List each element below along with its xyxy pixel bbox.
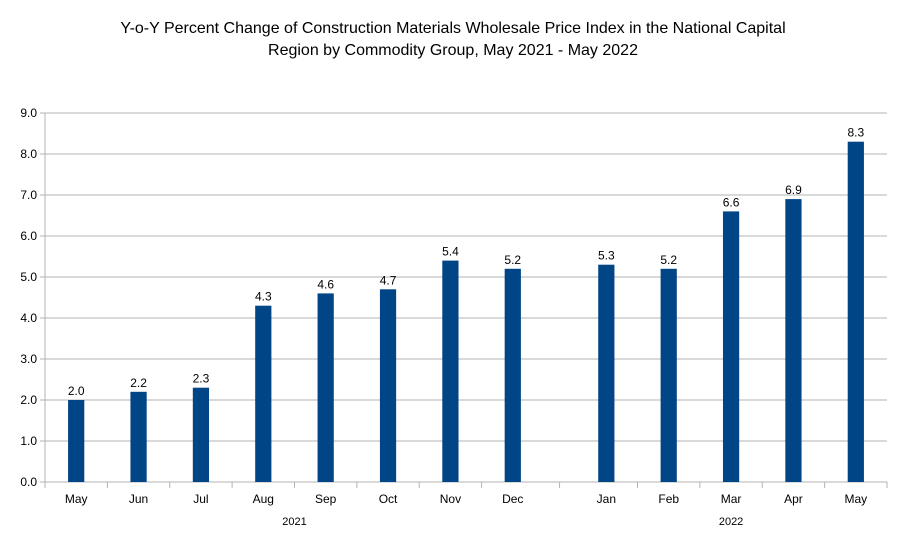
data-label: 4.6 [317,277,334,291]
y-tick-label: 9.0 [20,106,37,120]
y-tick-label: 6.0 [20,229,37,243]
y-tick-label: 3.0 [20,352,37,366]
chart-title-line-2: Region by Commodity Group, May 2021 - Ma… [268,42,638,59]
bar-apr-11 [785,199,802,482]
data-label: 6.6 [723,195,740,209]
year-group-label: 2021 [282,516,306,528]
x-tick-label: Oct [379,492,398,506]
data-label: 5.2 [660,253,677,267]
data-label: 5.3 [598,249,615,263]
x-tick-label: Jul [193,492,208,506]
x-tick-label: Dec [502,492,523,506]
data-label: 4.3 [255,290,272,304]
year-group-label: 2022 [719,516,743,528]
data-label: 2.0 [68,384,85,398]
data-label: 6.9 [785,183,802,197]
y-tick-label: 0.0 [20,475,37,489]
y-tick-label: 2.0 [20,393,37,407]
x-tick-label: Mar [721,492,742,506]
data-label: 5.4 [442,245,459,259]
bar-oct-5 [379,289,397,482]
bar-aug-3 [255,305,272,482]
y-tick-label: 7.0 [20,188,37,202]
bar-dec-7 [504,268,521,482]
bar-jan-8 [598,264,615,482]
x-tick-label: Feb [658,492,679,506]
data-label: 8.3 [847,126,864,140]
x-tick-label: Jun [129,492,148,506]
y-tick-label: 1.0 [20,434,37,448]
data-label: 5.2 [504,253,521,267]
y-tick-label: 4.0 [20,311,37,325]
bar-may-0 [68,400,85,482]
bar-nov-6 [442,260,459,482]
x-tick-label: Jan [597,492,616,506]
bar-sep-4 [317,293,334,482]
bar-may-12 [847,141,864,482]
data-label: 4.7 [380,273,397,287]
data-label: 2.3 [193,372,210,386]
x-tick-label: Apr [784,492,803,506]
bar-jul-2 [192,387,210,482]
x-tick-label: Aug [253,492,274,506]
bar-jun-1 [130,391,147,482]
y-tick-label: 8.0 [20,147,37,161]
x-tick-label: Sep [315,492,337,506]
bar-mar-10 [722,211,740,482]
chart-title: Y-o-Y Percent Change of Construction Mat… [0,18,906,62]
x-tick-label: Nov [440,492,461,506]
data-label: 2.2 [130,376,147,390]
chart-title-line-1: Y-o-Y Percent Change of Construction Mat… [120,20,786,37]
x-tick-label: May [65,492,88,506]
x-tick-label: May [844,492,867,506]
bar-feb-9 [660,268,677,482]
y-tick-label: 5.0 [20,270,37,284]
